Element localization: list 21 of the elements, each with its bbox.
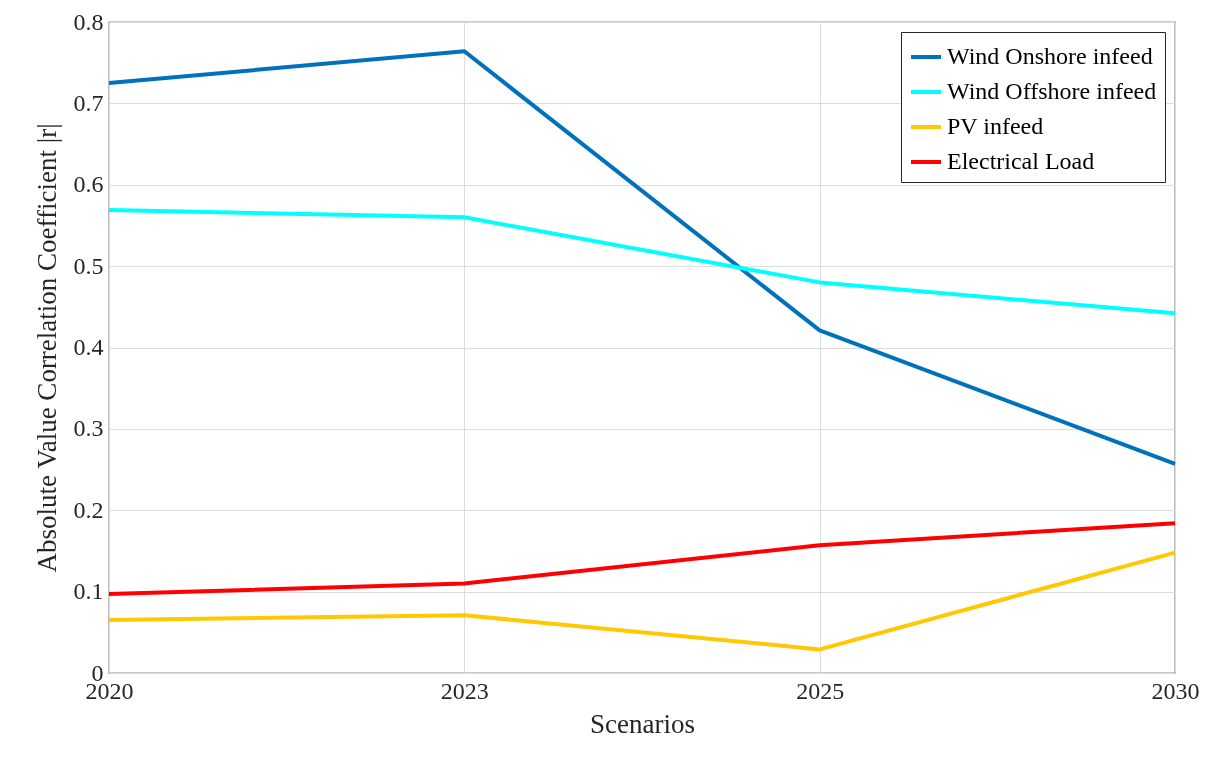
legend-label: PV infeed <box>947 113 1044 139</box>
y-tick-label: 0.2 <box>73 496 104 523</box>
y-tick-label: 0.3 <box>73 415 104 442</box>
line-series <box>107 550 1177 652</box>
y-tick-label: 0.1 <box>73 578 104 605</box>
y-tick-label: 0.5 <box>73 252 104 279</box>
y-tick-label: 0.4 <box>73 334 104 360</box>
x-tick-label: 2025 <box>796 677 845 704</box>
x-axis-title: Scenarios <box>590 708 695 739</box>
x-tick-label: 2023 <box>440 677 489 704</box>
x-tick-label: 2030 <box>1151 677 1200 704</box>
y-tick-label: 0.8 <box>73 8 104 35</box>
line-series <box>107 49 1177 466</box>
legend-label: Electrical Load <box>947 148 1095 174</box>
legend-label: Wind Offshore infeed <box>947 78 1157 104</box>
legend-label: Wind Onshore infeed <box>947 43 1153 69</box>
line-series <box>107 207 1177 316</box>
line-series <box>107 521 1177 597</box>
y-tick-label: 0.7 <box>73 89 104 116</box>
y-axis-title: Absolute Value Correlation Coefficient |r| <box>31 123 62 573</box>
y-tick-label: 0.6 <box>73 171 104 198</box>
